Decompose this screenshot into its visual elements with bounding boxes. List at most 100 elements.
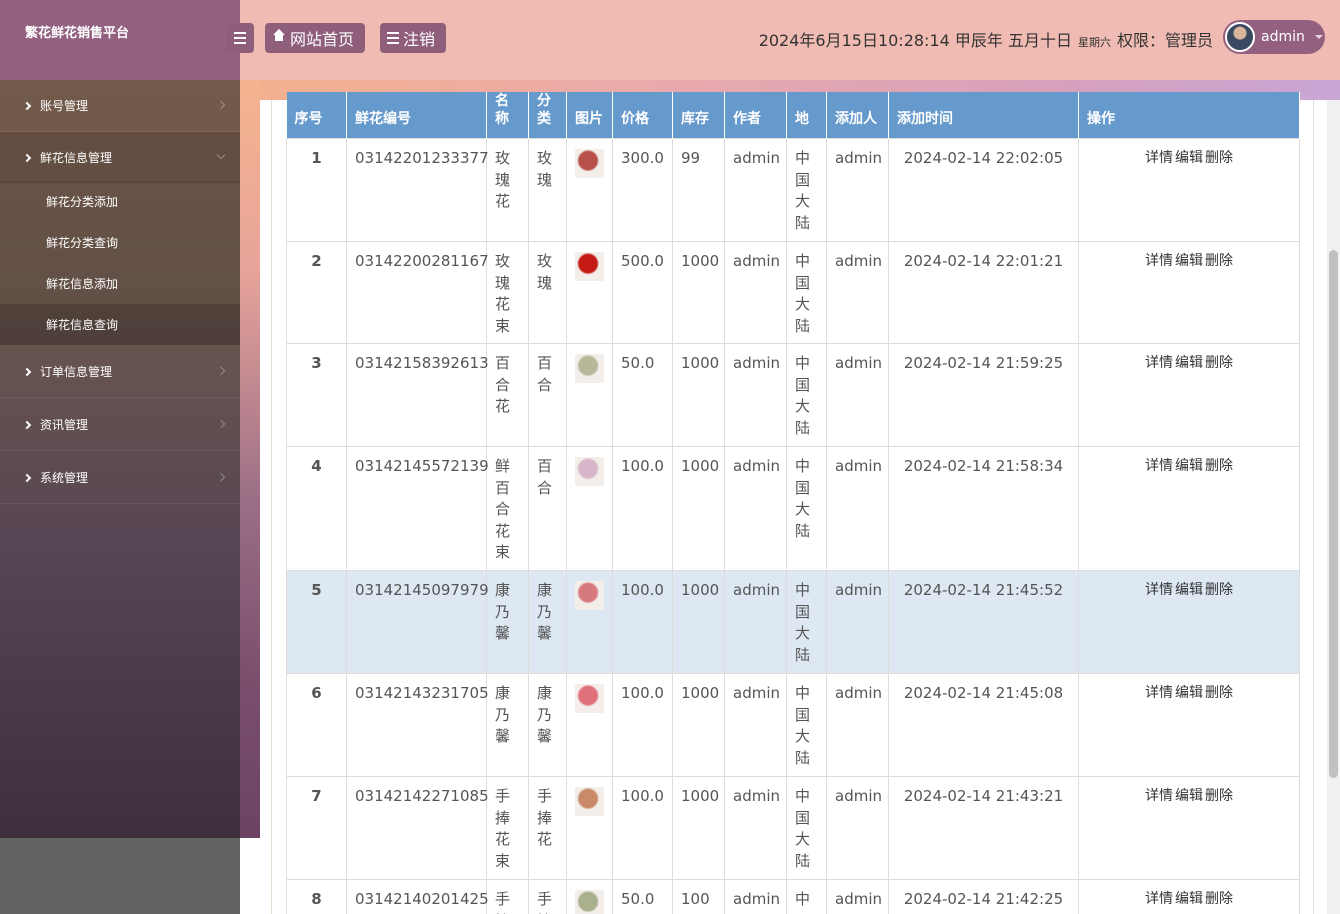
user-menu[interactable]: admin	[1223, 20, 1325, 54]
table-row[interactable]: 7 03142142271085 手捧花束 手捧花 100.0 1000 admin 中国大陆…	[286, 776, 1300, 880]
table-row[interactable]: 4 03142145572139 鲜百合花束 百合 100.0 1000 admin 中国大陆…	[286, 446, 1300, 571]
sidebar-footer	[0, 838, 240, 914]
flower-thumbnail[interactable]	[575, 149, 604, 178]
home-icon	[272, 29, 286, 44]
edit-link[interactable]: 编辑	[1175, 150, 1203, 166]
sidebar-item-orders[interactable]: 订单信息管理	[0, 346, 240, 398]
cell-adder: admin	[826, 241, 889, 344]
cell-actions: 详情 编辑 删除	[1078, 343, 1300, 447]
cell-time: 2024-02-14 21:59:25	[888, 343, 1079, 447]
cell-category: 百合	[528, 446, 567, 571]
cell-time: 2024-02-14 21:58:34	[888, 446, 1079, 571]
cell-name: 玫瑰花束	[486, 241, 529, 344]
sidebar-item-label: 订单信息管理	[40, 365, 113, 379]
cell-origin: 中国大陆	[786, 776, 827, 880]
cell-image	[566, 446, 613, 571]
table-row[interactable]: 5 03142145097979 康乃馨 康乃馨 100.0 1000 admin 中国大陆 a…	[286, 570, 1300, 674]
detail-link[interactable]: 详情	[1145, 150, 1173, 166]
sidebar-subitem-flower-query[interactable]: 鲜花信息查询	[0, 304, 240, 345]
sidebar-subitem-flower-add[interactable]: 鲜花信息添加	[0, 263, 240, 304]
app-title: 繁花鲜花销售平台	[0, 0, 240, 80]
edit-link[interactable]: 编辑	[1175, 253, 1203, 269]
detail-link[interactable]: 详情	[1145, 458, 1173, 474]
column-header: 库存	[672, 92, 725, 139]
cell-adder: admin	[826, 879, 889, 914]
sidebar-toggle-button[interactable]	[226, 23, 254, 53]
cell-actions: 详情 编辑 删除	[1078, 879, 1300, 914]
logout-button-label: 注销	[403, 30, 436, 49]
flower-thumbnail[interactable]	[575, 890, 604, 914]
cell-origin: 中国大陆	[786, 446, 827, 571]
edit-link[interactable]: 编辑	[1175, 458, 1203, 474]
sidebar-subitem-category-add[interactable]: 鲜花分类添加	[0, 181, 240, 222]
table-row[interactable]: 803142140201425手捧手捧50.0100admin中国admin20…	[286, 879, 1300, 914]
cell-price: 100.0	[612, 673, 673, 777]
column-header: 价格	[612, 92, 673, 139]
flower-thumbnail[interactable]	[575, 787, 604, 816]
cell-origin: 中国	[786, 879, 827, 914]
cell-index: 8	[286, 879, 347, 914]
cell-stock: 1000	[672, 673, 725, 777]
cell-category: 百合	[528, 343, 567, 447]
logout-button[interactable]: 注销	[380, 23, 446, 53]
flower-thumbnail[interactable]	[575, 252, 604, 281]
flower-thumbnail[interactable]	[575, 457, 604, 486]
detail-link[interactable]: 详情	[1145, 685, 1173, 701]
cell-actions: 详情 编辑 删除	[1078, 673, 1300, 777]
detail-link[interactable]: 详情	[1145, 582, 1173, 598]
table-row[interactable]: 1 03142201233377 玫瑰花 玫瑰 300.0 99 admin 中国大陆 admi…	[286, 138, 1300, 242]
edit-link[interactable]: 编辑	[1175, 582, 1203, 598]
cell-author: admin	[724, 138, 787, 242]
detail-link[interactable]: 详情	[1145, 253, 1173, 269]
sidebar-item-system[interactable]: 系统管理	[0, 452, 240, 504]
cell-name: 康乃馨	[486, 673, 529, 777]
username: admin	[1261, 29, 1305, 45]
cell-price: 300.0	[612, 138, 673, 242]
delete-link[interactable]: 删除	[1205, 355, 1233, 371]
detail-link[interactable]: 详情	[1145, 355, 1173, 371]
delete-link[interactable]: 删除	[1205, 458, 1233, 474]
delete-link[interactable]: 删除	[1205, 788, 1233, 804]
cell-code: 03142201233377	[346, 138, 489, 242]
table-row[interactable]: 2 03142200281167 玫瑰花束 玫瑰 500.0 1000 admin 中国大陆 a…	[286, 241, 1300, 344]
edit-link[interactable]: 编辑	[1175, 355, 1203, 371]
cell-stock: 99	[672, 138, 725, 242]
table-row[interactable]: 3 03142158392613 百合花 百合 50.0 1000 admin 中国大陆 adm…	[286, 343, 1300, 447]
scrollbar[interactable]	[1327, 100, 1340, 914]
scrollbar-thumb[interactable]	[1329, 250, 1338, 778]
cell-index: 7	[286, 776, 347, 880]
cell-category: 康乃馨	[528, 570, 567, 674]
sidebar	[0, 80, 240, 838]
sidebar-subitem-category-query[interactable]: 鲜花分类查询	[0, 222, 240, 263]
sidebar-item-news[interactable]: 资讯管理	[0, 399, 240, 451]
cell-author: admin	[724, 446, 787, 571]
detail-link[interactable]: 详情	[1145, 891, 1173, 907]
column-header: 操作	[1078, 92, 1300, 139]
sidebar-item-label: 资讯管理	[40, 418, 89, 432]
column-header: 作者	[724, 92, 787, 139]
delete-link[interactable]: 删除	[1205, 150, 1233, 166]
column-header: 添加人	[826, 92, 889, 139]
delete-link[interactable]: 删除	[1205, 253, 1233, 269]
cell-actions: 详情 编辑 删除	[1078, 776, 1300, 880]
flower-thumbnail[interactable]	[575, 684, 604, 713]
sidebar-item-flower-info[interactable]: 鲜花信息管理	[0, 132, 240, 184]
edit-link[interactable]: 编辑	[1175, 891, 1203, 907]
edit-link[interactable]: 编辑	[1175, 788, 1203, 804]
detail-link[interactable]: 详情	[1145, 788, 1173, 804]
edit-link[interactable]: 编辑	[1175, 685, 1203, 701]
flower-table: 序号 鲜花编号 名称 分类 图片 价格 库存 作者地添加人 添加时间 操作 1 0314220123…	[286, 92, 1300, 914]
sidebar-item-account[interactable]: 账号管理	[0, 80, 240, 132]
delete-link[interactable]: 删除	[1205, 685, 1233, 701]
sidebar-subitem-label: 鲜花分类查询	[46, 236, 119, 250]
home-button[interactable]: 网站首页	[265, 23, 365, 53]
delete-link[interactable]: 删除	[1205, 582, 1233, 598]
column-header: 名称	[486, 92, 529, 139]
flower-thumbnail[interactable]	[575, 581, 604, 610]
delete-link[interactable]: 删除	[1205, 891, 1233, 907]
table-row[interactable]: 6 03142143231705 康乃馨 康乃馨 100.0 1000 admin 中国大陆 a…	[286, 673, 1300, 777]
sidebar-item-label: 系统管理	[40, 471, 89, 485]
cell-time: 2024-02-14 22:01:21	[888, 241, 1079, 344]
cell-code: 03142145572139	[346, 446, 489, 571]
flower-thumbnail[interactable]	[575, 354, 604, 383]
